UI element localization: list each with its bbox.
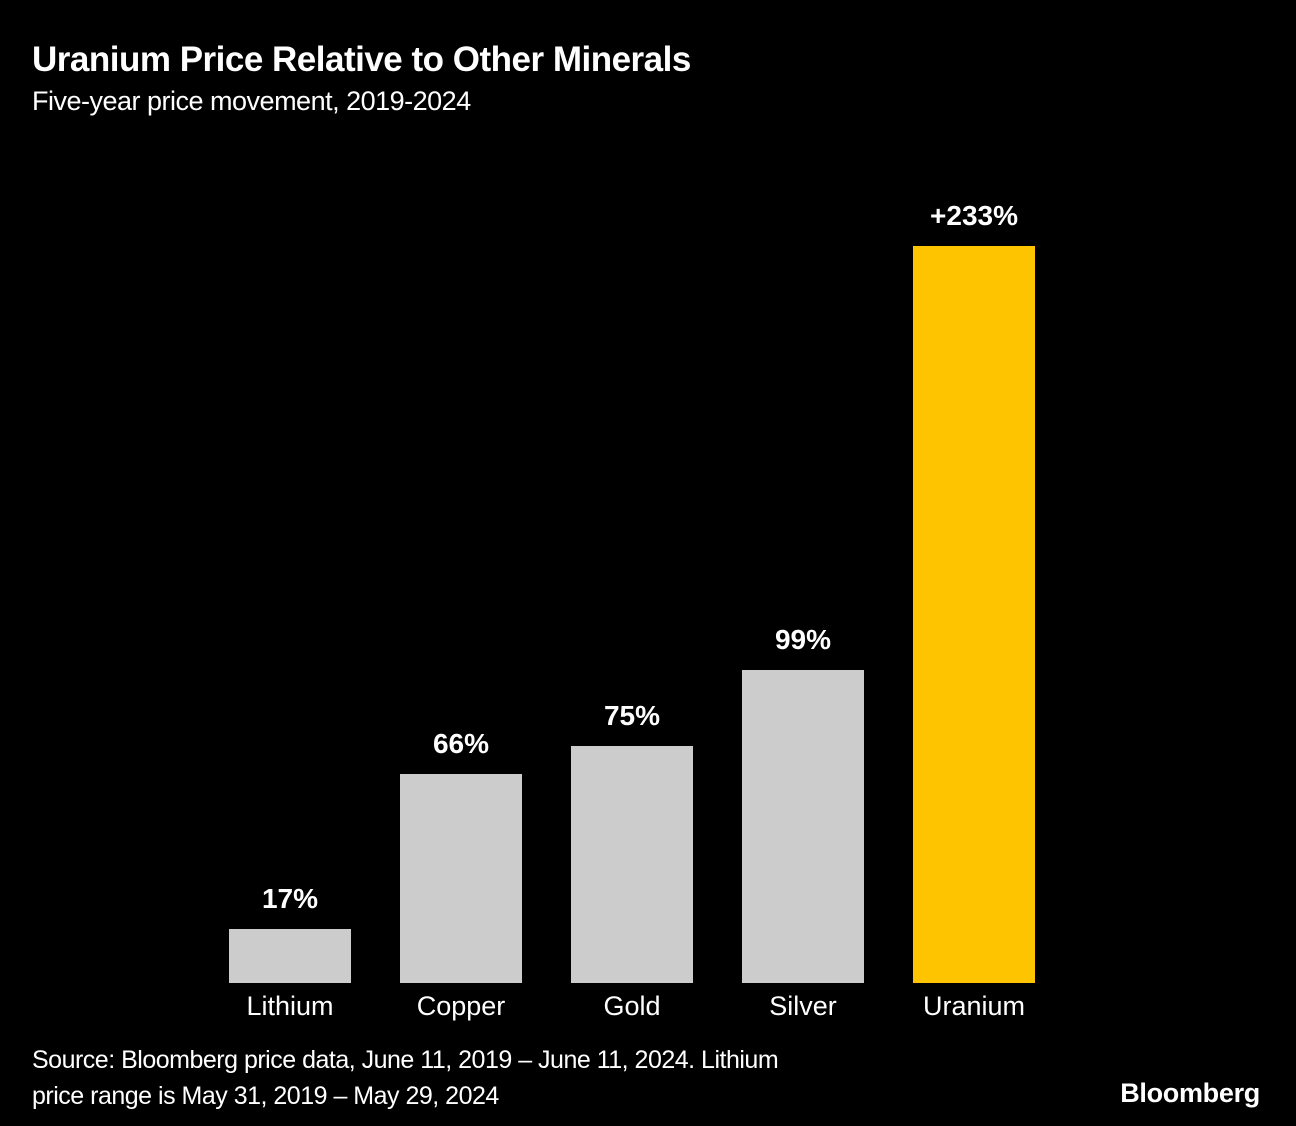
value-label-lithium: 17% [261,883,319,914]
bar-column-gold: 75% Gold [571,246,693,1020]
value-label-gold: 75% [603,700,661,731]
bar-column-copper: 66% Copper [400,246,522,1020]
bar-column-lithium: 17% Lithium [229,246,351,1020]
bar-column-silver: 99% Silver [742,246,864,1020]
bar-silver [742,670,864,983]
bar-copper [400,774,522,983]
category-label-lithium: Lithium [246,991,334,1021]
value-label-uranium: +233% [930,200,1018,231]
bloomberg-logo: Bloomberg [1120,1078,1260,1108]
category-label-silver: Silver [769,991,837,1021]
value-label-copper: 66% [432,728,490,759]
chart-title: Uranium Price Relative to Other Minerals [32,40,691,79]
source-note: Source: Bloomberg price data, June 11, 2… [32,1042,779,1114]
category-label-uranium: Uranium [922,991,1026,1021]
bar-chart-plot-area: 17% Lithium 66% Copper 75% Gold 99% Silver +233%… [229,202,1035,1020]
bar-lithium [229,929,351,983]
bar-column-uranium: +233% Uranium [913,202,1035,1020]
chart-subtitle: Five-year price movement, 2019-2024 [32,86,471,116]
bar-gold [571,746,693,983]
value-label-silver: 99% [774,624,832,655]
bar-uranium [913,246,1035,983]
source-note-line-2: price range is May 31, 2019 – May 29, 20… [32,1082,499,1110]
category-label-gold: Gold [603,991,661,1021]
category-label-copper: Copper [416,991,506,1021]
source-note-line-1: Source: Bloomberg price data, June 11, 2… [32,1046,779,1074]
